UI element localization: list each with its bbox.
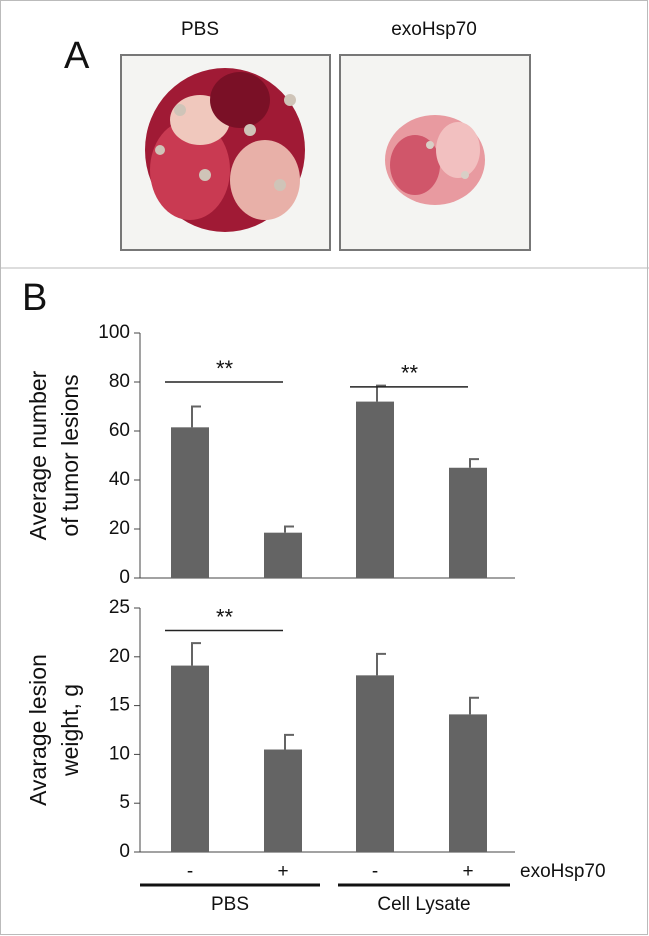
image-caption: PBS — [181, 19, 219, 40]
error-bar — [191, 405, 201, 428]
y-tick-label: 100 — [98, 322, 130, 343]
bar — [171, 665, 209, 852]
bar — [356, 401, 394, 578]
y-axis-label: Average number — [25, 370, 51, 540]
error-bar — [469, 458, 479, 468]
error-bar — [376, 652, 386, 676]
panel-label: A — [64, 35, 90, 77]
error-bar — [191, 642, 201, 666]
significance-label: ** — [216, 604, 234, 629]
photo — [120, 54, 331, 251]
y-axis-label: of tumor lesions — [57, 374, 83, 536]
bar — [264, 532, 302, 578]
x-tick-label: - — [372, 861, 378, 882]
y-axis-label: Avarage lesion — [25, 654, 51, 806]
y-tick-label: 80 — [109, 371, 130, 392]
bar — [449, 467, 487, 578]
y-tick-label: 10 — [109, 743, 130, 764]
y-axis-label: weight, g — [57, 684, 83, 777]
bar — [449, 714, 487, 852]
y-tick-label: 40 — [109, 469, 130, 490]
y-tick-label: 20 — [109, 518, 130, 539]
y-tick-label: 15 — [109, 695, 130, 716]
y-tick-label: 0 — [119, 567, 130, 588]
bar — [356, 675, 394, 852]
significance-label: ** — [216, 356, 234, 381]
bar — [264, 749, 302, 852]
y-tick-label: 25 — [109, 597, 130, 618]
x-tick-label: + — [462, 861, 473, 882]
photo — [339, 54, 531, 251]
error-bar — [376, 384, 386, 402]
error-bar — [284, 525, 294, 533]
group-label: PBS — [211, 894, 249, 915]
y-tick-label: 20 — [109, 646, 130, 667]
y-tick-label: 0 — [119, 841, 130, 862]
panel-label: B — [22, 277, 47, 319]
image-caption: exoHsp70 — [391, 19, 477, 40]
error-bar — [284, 733, 294, 750]
y-tick-label: 5 — [119, 792, 130, 813]
y-tick-label: 60 — [109, 420, 130, 441]
x-tick-label: + — [277, 861, 288, 882]
x-axis-label: exoHsp70 — [520, 861, 606, 882]
bar — [171, 427, 209, 578]
x-tick-label: - — [187, 861, 193, 882]
significance-label: ** — [401, 361, 419, 386]
group-label: Cell Lysate — [377, 894, 470, 915]
error-bar — [469, 696, 479, 715]
